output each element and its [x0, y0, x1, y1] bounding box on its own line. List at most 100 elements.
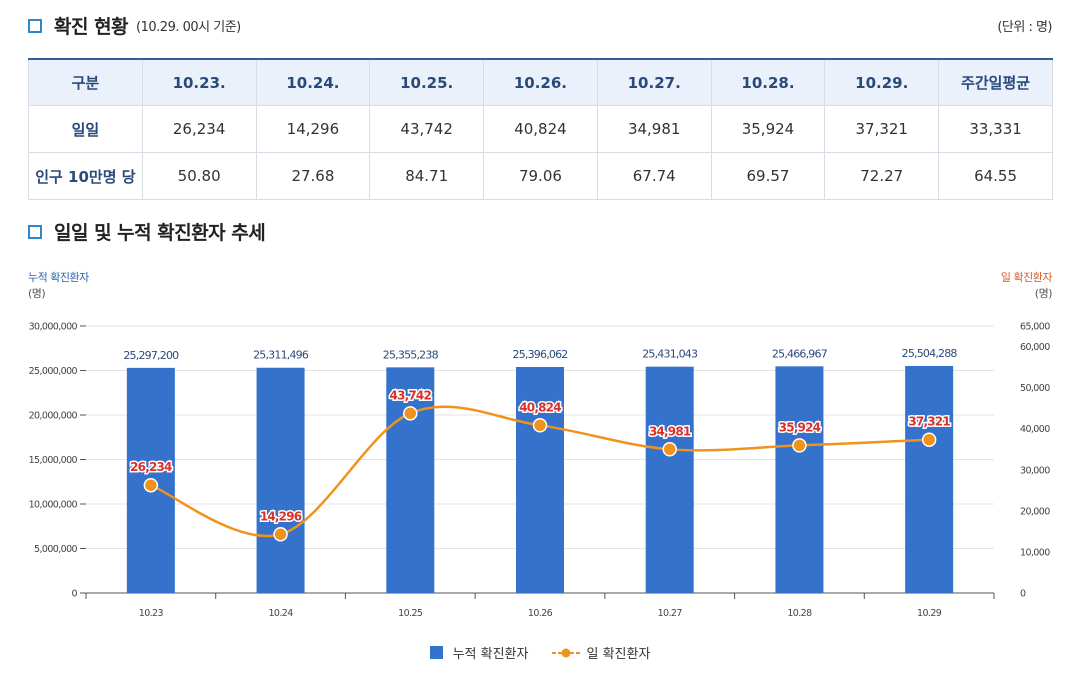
x-tick-label: 10.28	[787, 608, 812, 619]
table-cell: 14,296	[255, 105, 371, 153]
table-cell: 79.06	[483, 152, 598, 200]
section-header-trend: 일일 및 누적 확진환자 추세	[28, 218, 266, 245]
x-tick-label: 10.24	[268, 608, 293, 619]
bar-value-label: 25,396,062	[513, 348, 568, 361]
table-cell: 67.74	[596, 152, 712, 200]
table-row: 인구 10만명 당 50.80 27.68 84.71 79.06 67.74 …	[28, 152, 1053, 200]
bar-cumulative	[905, 366, 954, 593]
table-cell: 69.57	[710, 152, 826, 200]
section-bullet-icon	[28, 224, 42, 239]
legend-line-swatch	[552, 648, 581, 657]
bar-value-label: 25,297,200	[123, 349, 179, 362]
legend-item-line: 일 확진환자	[552, 643, 650, 662]
bar-cumulative	[775, 366, 824, 593]
line-point-daily	[403, 406, 418, 421]
left-tick-label: 15,000,000	[29, 455, 78, 466]
table-cell: 64.55	[938, 152, 1053, 200]
chart-legend: 누적 확진환자 일 확진환자	[0, 643, 1080, 662]
bar-value-label: 25,311,496	[253, 349, 309, 362]
table-cell: 50.80	[141, 152, 257, 200]
bar-cumulative	[126, 367, 175, 593]
line-value-label: 37,321	[908, 415, 950, 429]
line-point-daily	[792, 438, 807, 453]
line-point-daily	[273, 527, 288, 542]
line-value-label: 14,296	[260, 509, 302, 523]
bar-cumulative	[256, 367, 305, 593]
right-tick-label: 20,000	[1020, 506, 1050, 517]
section-bullet-icon	[28, 18, 42, 33]
table-cell: 37,321	[824, 105, 940, 153]
header-cell: 10.26.	[483, 58, 598, 106]
left-tick-label: 20,000,000	[29, 411, 78, 422]
table-cell: 26,234	[141, 105, 257, 153]
left-tick-label: 10,000,000	[29, 500, 78, 511]
bar-value-label: 25,504,288	[902, 347, 958, 360]
bar-cumulative	[386, 367, 435, 593]
row-label: 일일	[28, 105, 143, 153]
header-cell: 10.25.	[369, 58, 485, 106]
line-value-label: 43,742	[390, 388, 432, 402]
left-tick-label: 25,000,000	[29, 366, 78, 377]
left-axis-unit: (명)	[28, 287, 46, 300]
right-tick-label: 30,000	[1020, 465, 1050, 476]
unit-label: (단위 : 명)	[997, 20, 1052, 35]
bar-value-label: 25,431,043	[642, 348, 698, 361]
table-cell: 43,742	[369, 105, 485, 153]
table-cell: 33,331	[938, 105, 1053, 153]
bar-cumulative	[645, 366, 694, 593]
x-tick-label: 10.23	[139, 608, 164, 619]
section-header-status: 확진 현황 (10.29. 00시 기준)	[28, 12, 241, 39]
right-tick-label: 40,000	[1020, 424, 1050, 435]
table-row: 일일 26,234 14,296 43,742 40,824 34,981 35…	[28, 105, 1053, 153]
section-title: 일일 및 누적 확진환자 추세	[54, 222, 266, 244]
line-point-daily	[662, 442, 677, 457]
legend-item-bar: 누적 확진환자	[429, 643, 529, 662]
right-axis-title: 일 확진환자 (명)	[1000, 270, 1053, 302]
header-cell: 10.23.	[141, 58, 257, 106]
legend-bar-swatch	[429, 646, 443, 659]
right-axis-unit: (명)	[1034, 287, 1053, 300]
header-cell: 10.27.	[596, 58, 712, 106]
legend-line-label: 일 확진환자	[586, 647, 651, 662]
section-title: 확진 현황	[54, 16, 129, 38]
legend-bar-label: 누적 확진환자	[452, 647, 529, 662]
right-tick-label: 50,000	[1020, 383, 1050, 394]
bar-cumulative	[516, 366, 564, 593]
table-cell: 27.68	[255, 152, 371, 200]
header-cell: 주간일평균	[938, 58, 1053, 106]
left-axis-title: 누적 확진환자 (명)	[28, 270, 89, 302]
header-cell: 10.28.	[710, 58, 826, 106]
right-axis-label: 일 확진환자	[1000, 271, 1053, 284]
x-tick-label: 10.26	[528, 608, 553, 619]
line-point-daily	[921, 432, 937, 447]
header-cell: 10.24.	[255, 58, 371, 106]
line-daily	[150, 405, 930, 538]
left-tick-label: 0	[72, 589, 78, 600]
table-cell: 84.71	[369, 152, 485, 200]
header-cell: 구분	[28, 58, 143, 106]
table-header-row: 구분 10.23. 10.24. 10.25. 10.26. 10.27. 10…	[28, 58, 1053, 106]
line-point-daily	[532, 418, 548, 433]
header-cell: 10.29.	[824, 58, 940, 106]
x-tick-label: 10.27	[658, 608, 683, 619]
line-value-label: 26,234	[130, 460, 172, 474]
right-tick-label: 60,000	[1020, 342, 1050, 353]
left-tick-label: 30,000,000	[29, 322, 78, 333]
section-subtitle: (10.29. 00시 기준)	[136, 20, 241, 35]
bar-value-label: 25,466,967	[772, 347, 828, 360]
x-tick-label: 10.25	[398, 608, 423, 619]
left-axis-label: 누적 확진환자	[28, 271, 89, 284]
table-cell: 35,924	[710, 105, 826, 153]
line-value-label: 34,981	[649, 424, 691, 438]
right-tick-label: 10,000	[1020, 547, 1050, 558]
table-cell: 72.27	[824, 152, 940, 200]
table-cell: 40,824	[483, 105, 598, 153]
bar-value-label: 25,355,238	[383, 348, 439, 361]
right-tick-label: 65,000	[1020, 322, 1050, 333]
left-tick-label: 5,000,000	[34, 544, 78, 555]
table-cell: 34,981	[596, 105, 712, 153]
right-tick-label: 0	[1020, 589, 1026, 600]
line-value-label: 35,924	[779, 420, 821, 434]
row-label: 인구 10만명 당	[28, 152, 143, 200]
line-value-label: 40,824	[519, 400, 561, 414]
